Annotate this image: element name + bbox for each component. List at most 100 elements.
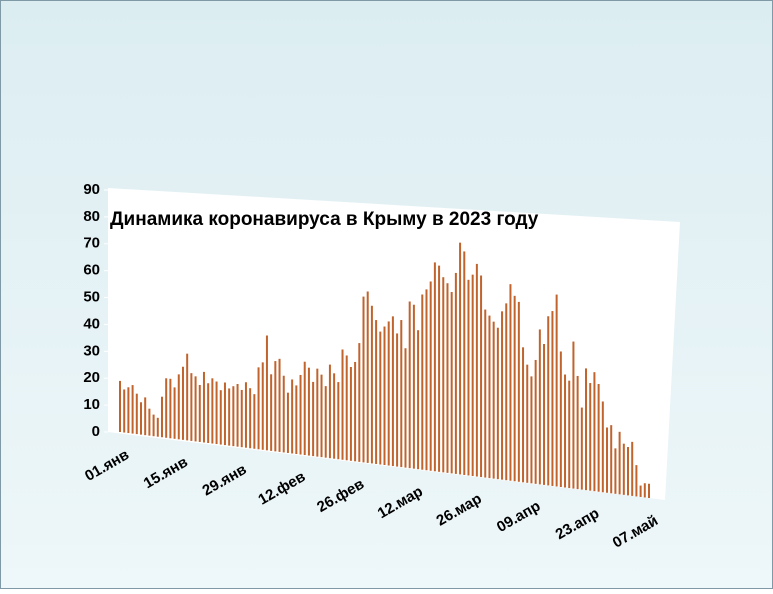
bar — [601, 401, 604, 493]
bar — [286, 392, 289, 453]
bar — [517, 301, 520, 482]
bar — [274, 361, 277, 452]
chart-title: Динамика коронавируса в Крыму в 2023 год… — [110, 209, 539, 230]
y-tick-label: 80 — [83, 208, 100, 225]
bar — [194, 376, 197, 442]
bar — [421, 294, 424, 470]
bar — [181, 366, 184, 440]
bar — [282, 375, 285, 453]
bar — [614, 448, 617, 494]
bar — [559, 351, 562, 487]
bar — [408, 301, 411, 469]
bar — [467, 279, 470, 476]
bar — [312, 381, 315, 457]
bar — [366, 291, 369, 463]
bar — [320, 374, 323, 458]
bar — [391, 316, 394, 467]
bar — [333, 373, 336, 459]
bar — [144, 397, 147, 436]
bar — [131, 385, 134, 434]
bar — [501, 311, 504, 480]
bar — [551, 311, 554, 486]
y-tick-label: 50 — [83, 289, 100, 306]
bar — [345, 355, 348, 461]
bar — [202, 371, 205, 443]
bar — [412, 304, 415, 469]
bar — [450, 292, 453, 474]
bar — [589, 383, 592, 491]
bar — [568, 380, 571, 489]
y-tick-label: 10 — [83, 396, 100, 413]
y-tick-label: 70 — [83, 235, 100, 252]
bar — [585, 368, 588, 491]
bar — [622, 443, 625, 495]
bar — [496, 327, 499, 480]
bar — [442, 277, 445, 473]
bar — [375, 320, 378, 464]
bar — [564, 374, 567, 488]
bar — [123, 389, 126, 433]
bar — [253, 394, 256, 449]
bar — [211, 378, 214, 444]
bar — [417, 330, 420, 470]
bar — [316, 368, 319, 457]
bar — [555, 294, 558, 487]
bar — [463, 251, 466, 475]
bar — [198, 384, 201, 442]
y-tick-label: 20 — [83, 369, 100, 386]
bar — [433, 262, 436, 472]
bar — [190, 373, 193, 441]
bar — [383, 326, 386, 465]
bar — [538, 329, 541, 485]
bar — [618, 431, 621, 495]
bar — [530, 376, 533, 484]
bar — [379, 331, 382, 465]
bar — [606, 427, 609, 493]
bar — [307, 367, 310, 456]
bar — [295, 385, 298, 454]
y-tick-label: 60 — [83, 262, 100, 279]
bar — [173, 387, 176, 439]
bar — [543, 343, 546, 485]
bar — [597, 383, 600, 492]
bar — [358, 343, 361, 462]
bar — [475, 263, 478, 477]
bar — [505, 303, 508, 481]
bar — [471, 274, 474, 476]
bar — [387, 321, 390, 466]
bar — [547, 316, 550, 486]
bar — [396, 333, 399, 467]
bar — [572, 341, 575, 489]
bar — [526, 364, 529, 483]
bar — [635, 465, 638, 497]
bar — [328, 364, 331, 459]
bar — [278, 358, 281, 452]
bar — [454, 272, 457, 474]
bar — [429, 281, 432, 471]
bar — [522, 347, 525, 483]
bar — [160, 396, 163, 438]
bar — [438, 265, 441, 472]
bar — [639, 485, 642, 497]
y-tick-label: 0 — [92, 423, 100, 440]
y-tick-label: 30 — [83, 342, 100, 359]
bar — [484, 309, 487, 478]
bar — [324, 386, 327, 458]
bar — [425, 289, 428, 471]
bar — [261, 362, 264, 450]
bar — [186, 353, 189, 441]
bar — [576, 375, 579, 490]
bar — [492, 321, 495, 479]
bar — [627, 447, 630, 496]
bar — [593, 372, 596, 492]
bar — [370, 305, 373, 464]
bar — [207, 383, 210, 443]
bar — [404, 348, 407, 468]
bar — [534, 359, 537, 484]
bar — [148, 408, 151, 436]
bar — [459, 242, 462, 475]
y-tick-label: 90 — [83, 181, 100, 198]
bar — [631, 441, 634, 496]
bar — [488, 315, 491, 479]
